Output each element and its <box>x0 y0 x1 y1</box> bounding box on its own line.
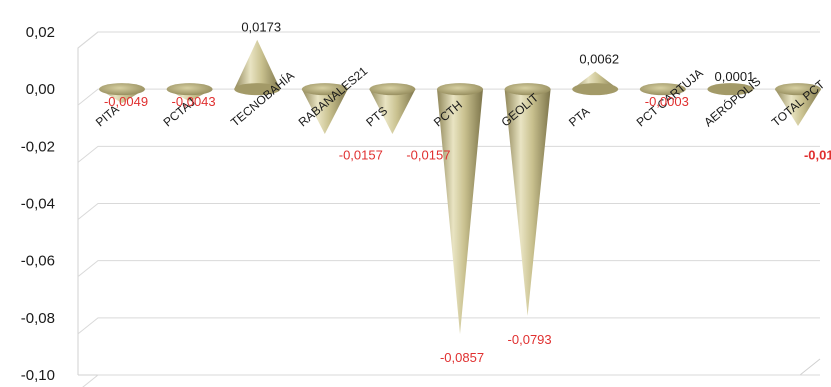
gridline <box>77 203 820 220</box>
cone-cap <box>369 83 416 96</box>
cone-body <box>369 89 416 135</box>
cone-body <box>504 89 551 316</box>
cones-layer <box>99 39 821 335</box>
cone-bar <box>166 83 213 102</box>
cone-bar <box>234 39 281 96</box>
value-label: -0,0049 <box>104 94 148 109</box>
gridline <box>77 317 820 335</box>
cone-body <box>301 89 348 135</box>
value-label: -0,0857 <box>440 350 484 365</box>
value-label: 0,0173 <box>241 20 281 35</box>
y-tick-label: -0,08 <box>21 310 55 327</box>
gridline <box>77 260 820 278</box>
cone-bar <box>504 83 551 316</box>
value-label: 0,0062 <box>579 51 619 66</box>
cone-bar <box>301 83 348 135</box>
cone-bar <box>369 83 416 135</box>
value-labels: -0,0049 -0,0043 0,0173 -0,0157 -0,0157 -0,085… <box>104 20 831 365</box>
cone-cap <box>775 83 821 96</box>
gridline <box>77 31 820 49</box>
value-label: -0,0043 <box>172 94 216 109</box>
cone-body <box>234 39 281 90</box>
cone-bar <box>775 83 821 127</box>
cone-bar <box>99 83 145 104</box>
y-tick-label: -0,10 <box>21 367 55 384</box>
value-label: -0,0003 <box>645 94 689 109</box>
value-label: -0,0129 <box>804 147 831 162</box>
gridline <box>77 145 820 163</box>
y-tick-label: 0,02 <box>26 24 55 41</box>
y-axis-ticks: 0,02 0,00 -0,02 -0,04 -0,06 -0,08 -0,10 <box>21 24 55 384</box>
y-tick-label: -0,06 <box>21 253 55 270</box>
cone-cap <box>166 83 213 96</box>
cone-cap <box>301 83 348 96</box>
value-label: -0,0157 <box>406 147 450 162</box>
cone-base <box>707 83 754 96</box>
gridlines <box>77 31 820 387</box>
cone-bar <box>707 83 754 96</box>
y-tick-label: -0,02 <box>21 138 55 155</box>
category-label: PTA <box>566 104 592 129</box>
y-tick-label: -0,04 <box>21 196 55 213</box>
cone-base <box>572 83 619 96</box>
cone-body <box>437 89 483 335</box>
value-label: 0,0001 <box>715 69 755 84</box>
cone-cap <box>99 83 145 96</box>
cone-cap <box>437 83 483 96</box>
cone-bar <box>437 83 483 335</box>
cone-bar <box>572 71 619 96</box>
cone-body <box>775 89 821 127</box>
value-label: -0,0793 <box>508 332 552 347</box>
gridline <box>82 374 820 387</box>
cone-cap <box>504 83 551 96</box>
cone-cap <box>639 83 686 96</box>
cone-base <box>234 83 281 96</box>
cone-bar <box>639 83 686 96</box>
value-label: -0,0157 <box>339 147 383 162</box>
y-tick-label: 0,00 <box>26 81 55 98</box>
